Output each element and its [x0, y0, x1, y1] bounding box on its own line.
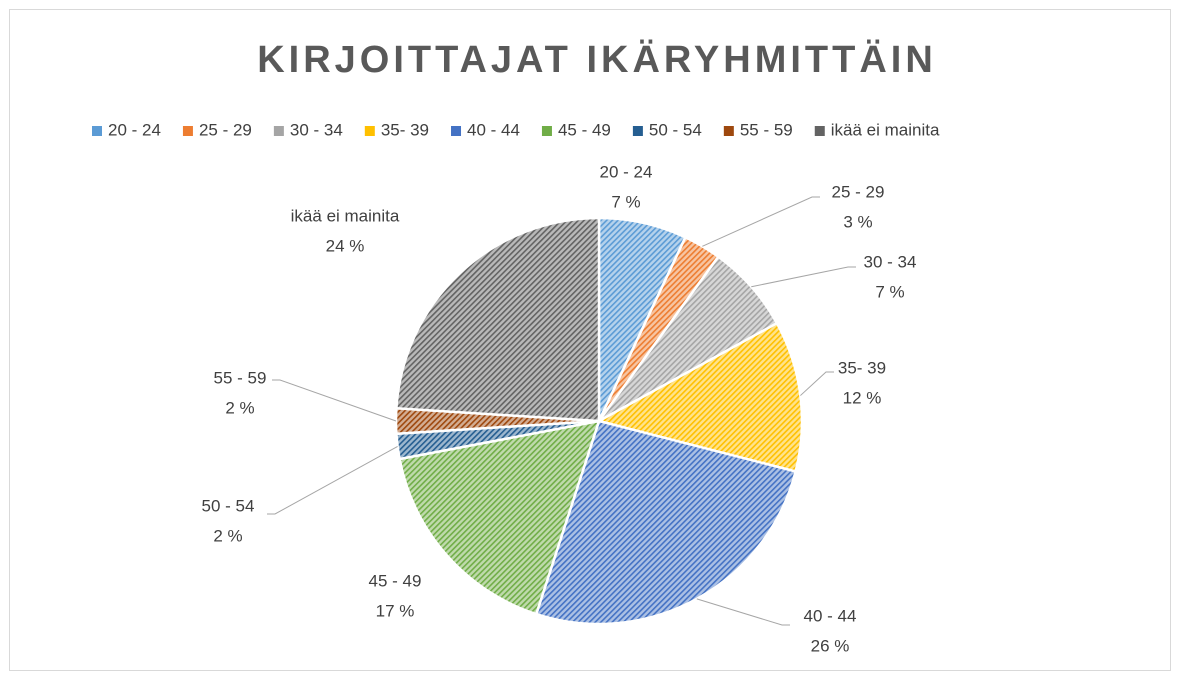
legend-label: 20 - 24	[108, 120, 161, 139]
data-label-value: 2 %	[213, 526, 242, 545]
data-label-value: 3 %	[843, 212, 872, 231]
data-label-value: 12 %	[843, 388, 882, 407]
data-label-value: 7 %	[611, 192, 640, 211]
data-label-name: 45 - 49	[369, 571, 422, 590]
legend-swatch	[451, 126, 462, 136]
data-label-value: 26 %	[811, 636, 850, 655]
leader-line	[702, 196, 820, 247]
legend-swatch	[273, 126, 284, 136]
data-label-name: 35- 39	[838, 358, 886, 377]
pie-slice	[534, 419, 798, 626]
chart-title: KIRJOITTAJAT IKÄRYHMITTÄIN	[257, 38, 937, 81]
legend-swatch	[182, 126, 193, 136]
leader-line	[751, 266, 856, 288]
data-label-name: ikää ei mainita	[291, 206, 400, 225]
data-label-name: 25 - 29	[832, 182, 885, 201]
data-label-value: 2 %	[225, 398, 254, 417]
legend-swatch	[364, 126, 375, 136]
pie-slice	[595, 321, 804, 474]
leader-line	[267, 446, 398, 515]
pie-slice	[398, 419, 601, 616]
legend-swatch	[92, 126, 102, 136]
data-label-name: 30 - 34	[864, 252, 917, 271]
legend-label: ikää ei mainita	[831, 120, 940, 139]
legend-label: 50 - 54	[649, 120, 702, 139]
legend-label: 30 - 34	[290, 120, 343, 139]
legend-swatch	[632, 126, 643, 136]
data-label-value: 17 %	[376, 601, 415, 620]
leader-line	[272, 379, 397, 422]
legend-label: 45 - 49	[558, 120, 611, 139]
data-label-name: 50 - 54	[202, 496, 255, 515]
data-label-name: 40 - 44	[804, 606, 857, 625]
legend-swatch	[541, 126, 552, 136]
pie-slice	[395, 216, 601, 423]
legend-label: 25 - 29	[199, 120, 252, 139]
leader-line	[800, 371, 834, 396]
data-label-name: 55 - 59	[214, 368, 267, 387]
data-label-name: 20 - 24	[600, 162, 653, 181]
leader-line	[696, 598, 790, 626]
legend-swatch	[814, 126, 825, 136]
data-label-value: 7 %	[875, 282, 904, 301]
legend-label: 35- 39	[381, 120, 429, 139]
legend-label: 40 - 44	[467, 120, 520, 139]
data-label-value: 24 %	[326, 236, 365, 255]
legend-swatch	[723, 126, 734, 136]
legend-label: 55 - 59	[740, 120, 793, 139]
